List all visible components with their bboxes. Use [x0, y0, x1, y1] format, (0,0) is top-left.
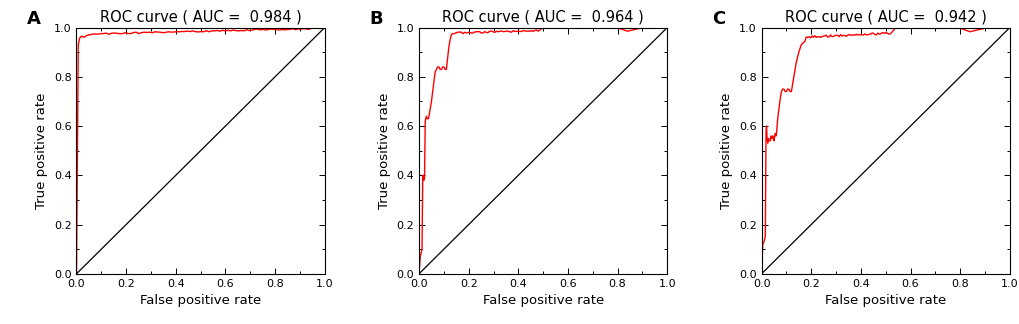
Text: C: C: [711, 10, 725, 28]
Y-axis label: True positive rate: True positive rate: [36, 92, 48, 209]
Title: ROC curve ( AUC =  0.984 ): ROC curve ( AUC = 0.984 ): [100, 10, 302, 25]
Title: ROC curve ( AUC =  0.942 ): ROC curve ( AUC = 0.942 ): [784, 10, 985, 25]
X-axis label: False positive rate: False positive rate: [140, 294, 261, 307]
Y-axis label: True positive rate: True positive rate: [377, 92, 390, 209]
X-axis label: False positive rate: False positive rate: [824, 294, 946, 307]
Y-axis label: True positive rate: True positive rate: [719, 92, 733, 209]
Text: B: B: [369, 10, 383, 28]
Title: ROC curve ( AUC =  0.964 ): ROC curve ( AUC = 0.964 ): [442, 10, 643, 25]
X-axis label: False positive rate: False positive rate: [482, 294, 603, 307]
Text: A: A: [26, 10, 41, 28]
